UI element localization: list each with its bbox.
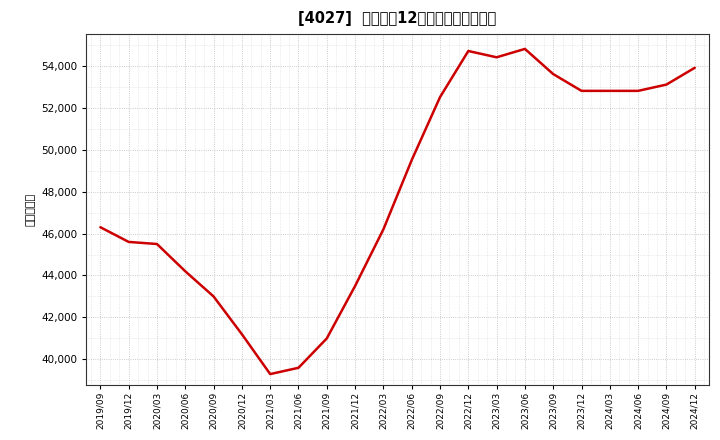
Title: [4027]  売上高の12か月移動合計の推移: [4027] 売上高の12か月移動合計の推移 [298, 11, 497, 26]
Y-axis label: （百万円）: （百万円） [25, 193, 35, 226]
